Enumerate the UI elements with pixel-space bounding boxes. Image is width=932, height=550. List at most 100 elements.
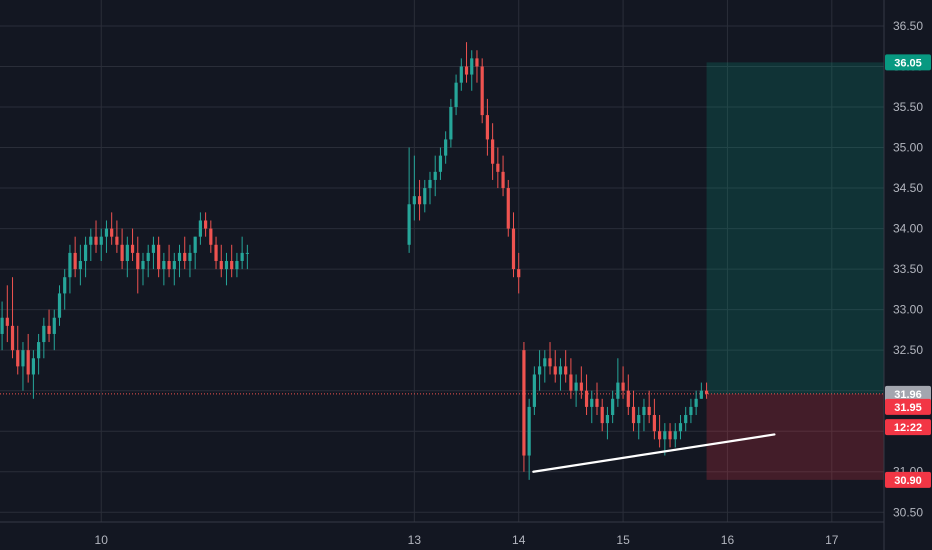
- candle-body: [506, 188, 510, 229]
- candle-body: [637, 415, 641, 424]
- candle-body: [10, 325, 15, 351]
- candle: [68, 244, 72, 294]
- y-tick-label: 33.50: [893, 262, 923, 276]
- candle: [699, 382, 703, 399]
- candle-body: [0, 317, 4, 334]
- candle-body: [590, 398, 594, 407]
- candle: [224, 252, 229, 286]
- candle: [10, 277, 15, 359]
- candle: [658, 415, 662, 448]
- candle-body: [146, 252, 150, 261]
- candle: [115, 220, 119, 253]
- candle: [89, 228, 93, 261]
- candle: [31, 350, 35, 399]
- candle: [480, 58, 484, 124]
- candle: [438, 147, 443, 180]
- candle: [517, 252, 521, 294]
- candle: [209, 220, 213, 253]
- candle-body: [658, 431, 662, 440]
- candle-body: [245, 252, 249, 254]
- candle: [151, 236, 156, 270]
- x-tick-label: 15: [616, 533, 630, 547]
- candle-body: [83, 244, 88, 261]
- candle: [245, 244, 249, 270]
- candle: [146, 244, 150, 278]
- candle-body: [21, 350, 25, 367]
- candle: [631, 390, 636, 432]
- candle: [647, 390, 651, 424]
- x-tick-label: 13: [408, 533, 422, 547]
- long-position-tool[interactable]: [706, 62, 884, 480]
- candle: [449, 98, 453, 148]
- candle-body: [193, 236, 197, 253]
- candle-body: [574, 382, 578, 391]
- candle: [235, 252, 239, 278]
- candle-body: [444, 139, 448, 156]
- trendline[interactable]: [532, 433, 776, 473]
- candle-body: [188, 252, 192, 261]
- candle: [611, 390, 615, 424]
- candle-body: [464, 66, 469, 75]
- candle-body: [407, 204, 411, 245]
- candle: [167, 244, 171, 278]
- y-tick-label: 35.50: [893, 100, 923, 114]
- candle: [104, 220, 109, 253]
- candle-body: [543, 358, 547, 367]
- candle: [459, 58, 463, 91]
- candle-body: [537, 366, 542, 375]
- candle-body: [73, 252, 77, 270]
- candle-body: [532, 374, 536, 407]
- candle: [673, 423, 677, 448]
- candle-body: [584, 390, 589, 407]
- profit-zone[interactable]: [706, 62, 884, 394]
- y-tick-label: 35.00: [893, 141, 923, 155]
- candle-body: [459, 66, 463, 83]
- candle: [496, 147, 500, 189]
- y-tick-label: 30.50: [893, 505, 923, 519]
- candle-body: [219, 261, 223, 270]
- candle: [157, 236, 161, 278]
- candle-body: [647, 406, 651, 416]
- candle: [444, 131, 448, 164]
- candle: [475, 50, 479, 83]
- candle: [0, 301, 4, 351]
- candle-body: [198, 220, 202, 237]
- candle: [110, 212, 114, 245]
- trendline[interactable]: [532, 433, 776, 473]
- candle-body: [579, 382, 583, 391]
- candle-body: [642, 406, 646, 416]
- candle: [454, 74, 458, 116]
- candle: [57, 285, 62, 326]
- candle-body: [689, 406, 693, 416]
- price-tag-label: 31.96: [894, 389, 922, 401]
- candle: [663, 423, 667, 456]
- candle-body: [47, 325, 51, 334]
- price-tag-bg: [885, 398, 931, 415]
- candle: [198, 212, 202, 245]
- candle: [172, 252, 176, 286]
- candle: [130, 228, 135, 261]
- candle-body: [501, 171, 505, 189]
- price-tag-label: 31.95: [894, 402, 922, 414]
- price-tag-bg: [885, 419, 931, 436]
- candle-body: [94, 236, 98, 245]
- candle-body: [652, 415, 656, 432]
- candle-body: [52, 317, 56, 334]
- candle-body: [235, 261, 239, 270]
- candle: [564, 350, 568, 383]
- candle: [204, 212, 208, 237]
- candle: [136, 236, 140, 294]
- candle-body: [104, 228, 109, 237]
- loss-zone[interactable]: [706, 393, 884, 480]
- candle: [485, 98, 490, 156]
- candle: [470, 50, 474, 91]
- candle: [506, 179, 510, 237]
- candle: [183, 236, 187, 270]
- candle-body: [230, 261, 234, 270]
- candle-body: [162, 261, 166, 270]
- candles: [0, 42, 709, 480]
- price-tag: 30.90: [885, 471, 931, 488]
- candle-body: [496, 163, 500, 172]
- price-tag: 12:22: [885, 419, 931, 436]
